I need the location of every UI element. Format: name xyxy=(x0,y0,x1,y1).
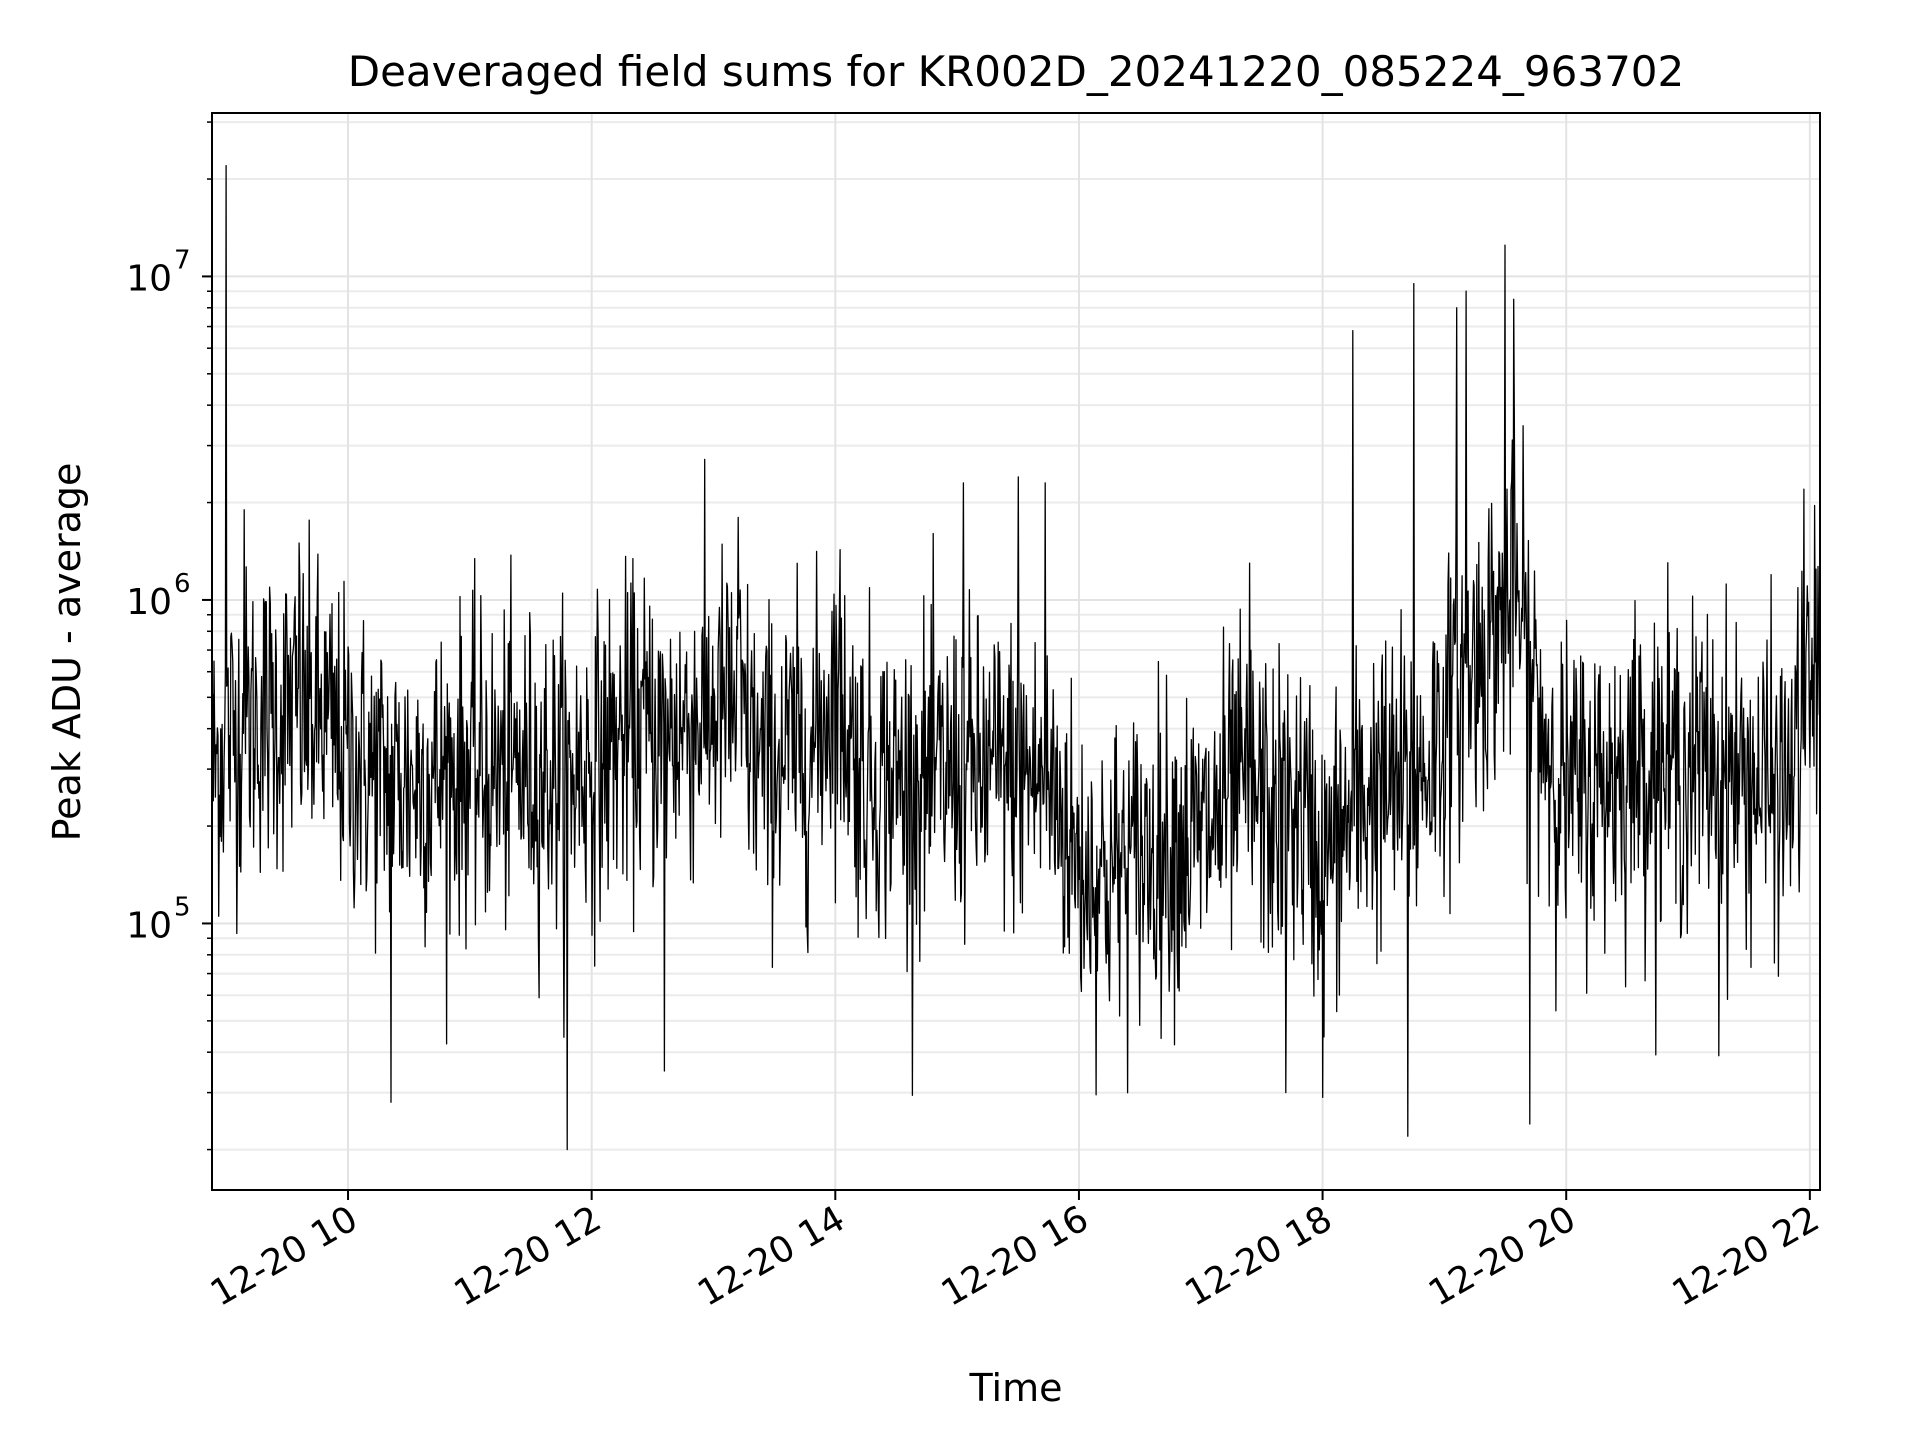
y-tick-exponent: 6 xyxy=(174,569,191,599)
y-axis-label: Peak ADU - average xyxy=(45,463,89,842)
y-tick-exponent: 5 xyxy=(174,892,191,922)
y-tick-label: 10 xyxy=(126,258,172,299)
x-axis-label: Time xyxy=(969,1366,1063,1410)
series-layer xyxy=(211,164,1821,1151)
chart-title: Deaveraged field sums for KR002D_2024122… xyxy=(348,47,1685,96)
y-tick-label: 10 xyxy=(126,582,172,623)
y-tick-label: 10 xyxy=(126,905,172,946)
plot-frame xyxy=(211,112,1821,1191)
series-line xyxy=(211,164,1821,1151)
y-tick-exponent: 7 xyxy=(174,245,191,275)
